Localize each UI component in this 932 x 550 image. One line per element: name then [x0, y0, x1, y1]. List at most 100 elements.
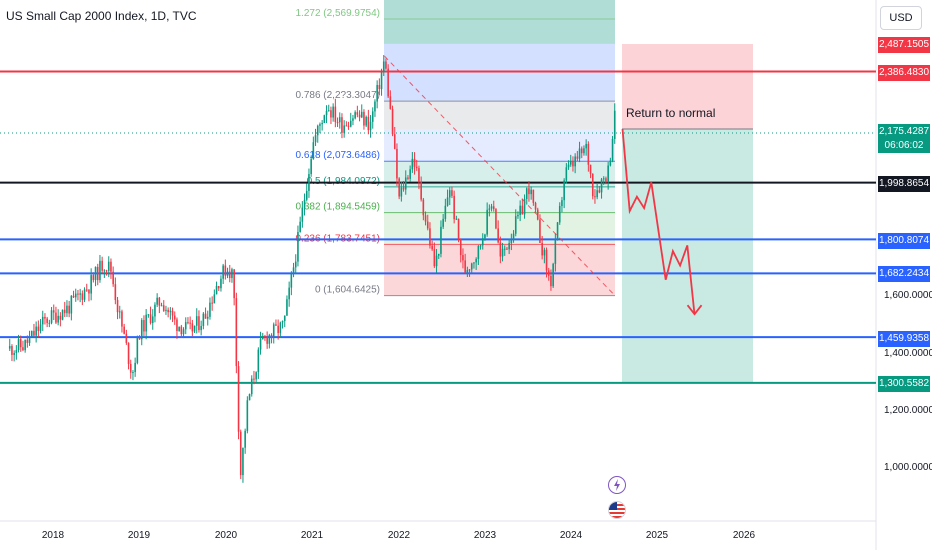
price-tag-1682: 1,682.2434 [878, 266, 930, 282]
candle-body [303, 199, 306, 208]
candle-body [550, 275, 552, 287]
candle-body [521, 205, 524, 215]
candle-body [184, 322, 187, 330]
candle-body [257, 349, 260, 373]
candle-body [442, 218, 444, 227]
candle-body [523, 198, 526, 215]
candle-body [506, 248, 508, 250]
candle-body [308, 174, 310, 191]
candle-body [189, 322, 191, 324]
candle-body [30, 330, 33, 337]
candle-body [580, 148, 583, 154]
candle-body [132, 372, 134, 374]
candle-body [281, 320, 284, 323]
candle-body [501, 248, 504, 257]
candle-body [200, 325, 202, 331]
candle-body [33, 330, 35, 336]
candle-body [277, 325, 279, 334]
candle-body [451, 190, 453, 196]
candle-body [165, 309, 167, 311]
candle-body [81, 293, 84, 300]
chart-title: US Small Cap 2000 Index, 1D, TVC [6, 9, 197, 23]
candle-body [50, 310, 53, 323]
candle-body [611, 138, 614, 161]
candle-body [565, 167, 568, 181]
candle-body [457, 218, 460, 239]
candle-body [558, 206, 561, 223]
candle-body [356, 112, 359, 115]
candle-body [422, 199, 425, 216]
candle-body [387, 68, 389, 97]
candle-body [402, 187, 405, 190]
candle-body [532, 189, 535, 203]
candle-body [330, 110, 332, 118]
candle-body [244, 430, 246, 448]
candle-body [85, 289, 88, 291]
y-tick: 1,600.0000 [884, 290, 932, 301]
candle-body [534, 202, 537, 210]
candle-body [55, 312, 57, 323]
x-tick: 2026 [732, 530, 756, 541]
price-tag-1800: 1,800.8074 [878, 233, 930, 249]
candle-body [444, 205, 447, 219]
candle-body [162, 305, 165, 311]
candle-body [198, 316, 200, 331]
candle-body [224, 265, 227, 276]
candle-body [448, 190, 451, 198]
price-tag-1300: 1,300.5582 [878, 376, 930, 392]
lightning-icon[interactable] [608, 476, 626, 494]
candle-body [572, 160, 574, 167]
candle-body [215, 286, 218, 295]
candle-body [446, 197, 449, 206]
candle-body [110, 261, 112, 272]
candle-body [37, 326, 40, 331]
candle-body [347, 125, 350, 127]
us-flag-icon[interactable] [608, 501, 626, 519]
candle-body [270, 334, 273, 337]
candle-body [235, 298, 238, 367]
candle-body [127, 342, 130, 364]
candle-body [272, 324, 275, 337]
candle-body [585, 143, 587, 149]
candle-body [268, 334, 271, 344]
fib-zone [384, 0, 615, 19]
candle-body [72, 295, 75, 298]
fib-label: 1.272 (2,569.9754) [295, 8, 380, 19]
candle-body [180, 326, 183, 335]
candle-body [305, 190, 308, 200]
candle-body [191, 323, 194, 332]
candle-body [266, 336, 268, 344]
candle-body [134, 362, 136, 373]
candle-body [420, 181, 422, 200]
candle-body [160, 305, 163, 307]
candle-body [391, 108, 394, 135]
candle-body [220, 278, 222, 289]
candle-body [211, 302, 213, 304]
candle-body [217, 286, 220, 289]
candle-body [334, 106, 337, 123]
candle-body [167, 309, 169, 313]
candle-body [492, 206, 495, 210]
fib-zone [384, 101, 615, 130]
candle-body [541, 242, 543, 256]
x-tick: 2024 [559, 530, 583, 541]
candle-body [440, 226, 442, 254]
y-tick: 1,400.0000 [884, 348, 932, 359]
candle-body [143, 320, 145, 332]
candle-body [41, 316, 44, 325]
candle-body [409, 169, 411, 179]
candle-body [275, 324, 277, 326]
currency-button[interactable]: USD [880, 6, 922, 30]
candle-body [248, 394, 251, 401]
candle-body [129, 363, 132, 373]
candle-body [530, 189, 532, 195]
candle-body [96, 266, 99, 281]
candle-body [598, 190, 601, 193]
candle-body [508, 243, 510, 250]
candle-body [486, 209, 488, 235]
candle-body [68, 305, 70, 314]
candle-body [336, 122, 339, 124]
candle-body [466, 270, 469, 273]
fib-label: 0.618 (2,073.6486) [295, 150, 380, 161]
